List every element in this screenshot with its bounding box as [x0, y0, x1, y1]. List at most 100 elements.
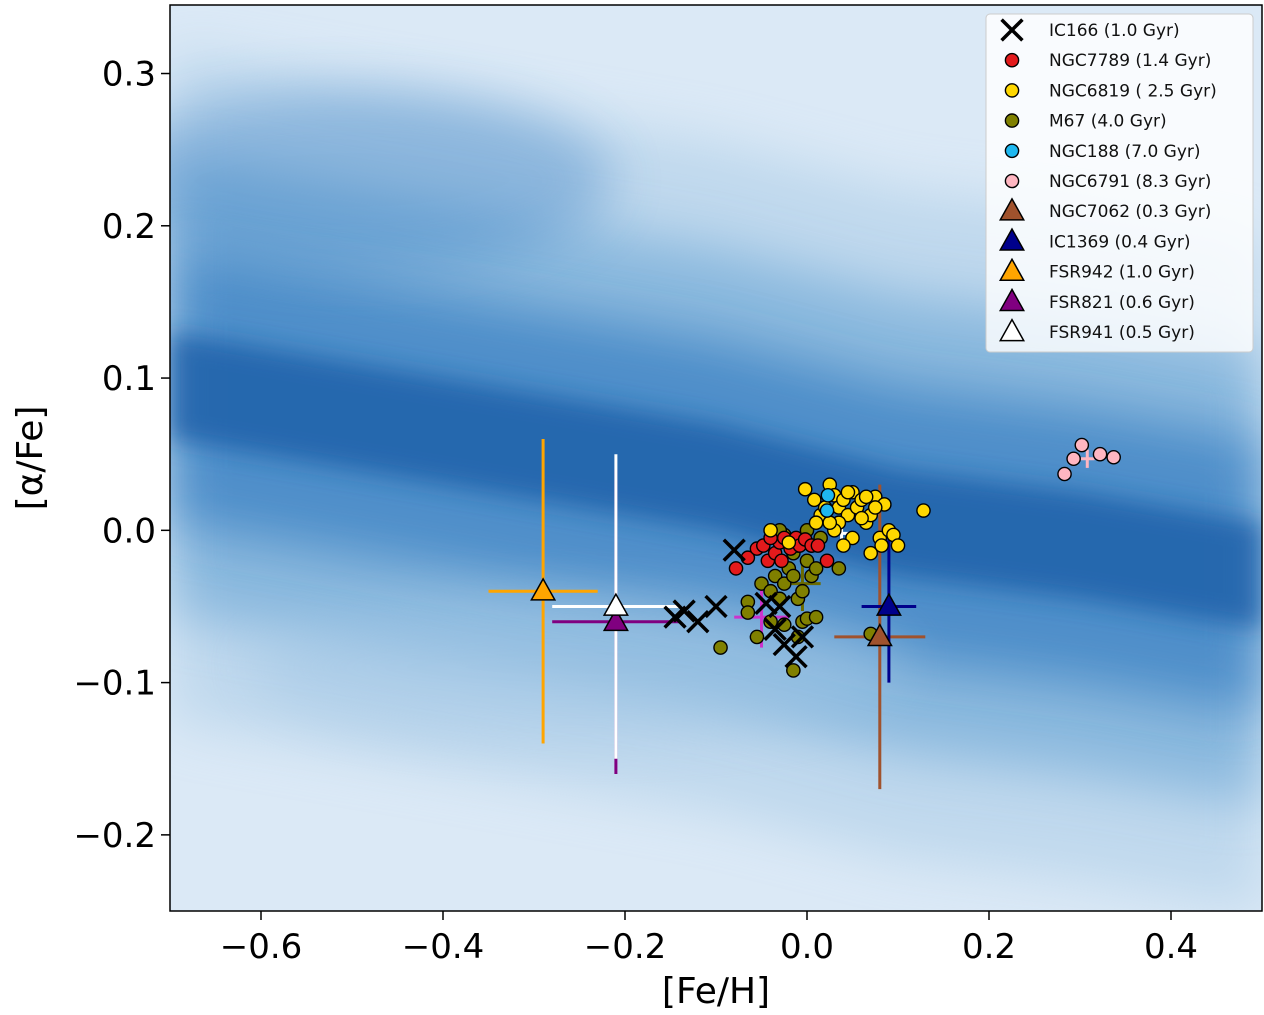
legend-marker — [1004, 52, 1020, 68]
density-upper-lobe — [170, 90, 612, 271]
data-point — [822, 515, 838, 531]
legend-label: NGC6819 ( 2.5 Gyr) — [1049, 81, 1217, 101]
data-point — [890, 538, 906, 553]
data-point — [740, 605, 756, 620]
data-point — [795, 583, 810, 599]
y-tick-label: −0.2 — [73, 816, 156, 856]
legend-item: NGC188 (7.0 Gyr) — [1004, 142, 1201, 162]
y-tick-label: 0.3 — [102, 55, 156, 95]
y-tick-label: 0.2 — [102, 207, 156, 247]
x-axis: −0.6 −0.4 −0.2 0.0 0.2 0.4 — [220, 911, 1198, 967]
data-point — [754, 591, 778, 616]
legend-item: FSR821 (0.6 Gyr) — [998, 287, 1195, 313]
data-point — [831, 561, 847, 576]
legend-label: NGC188 (7.0 Gyr) — [1049, 142, 1201, 162]
data-markers — [530, 437, 1121, 678]
data-point — [820, 488, 836, 503]
data-point — [867, 500, 883, 515]
legend: IC166 (1.0 Gyr) NGC7789 (1.4 Gyr) NGC6819 … — [985, 13, 1254, 353]
data-point — [819, 553, 835, 569]
data-point — [808, 515, 824, 531]
data-point — [854, 510, 869, 526]
legend-item: NGC7789 (1.4 Gyr) — [1004, 51, 1211, 71]
data-point — [806, 492, 822, 508]
legend-label: NGC6791 (8.3 Gyr) — [1049, 172, 1211, 192]
data-point — [728, 561, 744, 576]
legend-marker — [1004, 113, 1020, 128]
data-point — [774, 553, 789, 569]
legend-item: M67 (4.0 Gyr) — [1004, 112, 1167, 132]
legend-marker — [1004, 83, 1020, 98]
legend-label: IC1369 (0.4 Gyr) — [1049, 232, 1190, 252]
data-point — [819, 503, 835, 518]
x-tick-label: −0.6 — [220, 927, 303, 967]
legend-box — [985, 13, 1254, 353]
legend-label: FSR941 (0.5 Gyr) — [1049, 323, 1195, 343]
data-point — [810, 538, 826, 553]
data-point — [797, 481, 813, 497]
data-point — [840, 484, 856, 500]
data-point — [663, 605, 687, 629]
data-point — [713, 640, 728, 655]
legend-label: FSR821 (0.6 Gyr) — [1049, 293, 1195, 313]
legend-marker — [998, 197, 1026, 221]
legend-item: NGC6791 (8.3 Gyr) — [1004, 172, 1211, 192]
data-point — [1066, 451, 1081, 467]
x-tick-label: 0.4 — [1144, 927, 1198, 967]
x-axis-title: [Fe/H] — [662, 971, 770, 1011]
legend-marker — [998, 287, 1026, 312]
data-point — [704, 594, 728, 619]
y-axis-title: [α/Fe] — [10, 406, 51, 511]
data-point — [1057, 466, 1072, 482]
legend-item: NGC7062 (0.3 Gyr) — [998, 197, 1211, 222]
x-tick-label: 0.2 — [962, 927, 1016, 967]
legend-item: FSR942 (1.0 Gyr) — [998, 257, 1195, 283]
legend-item: FSR941 (0.5 Gyr) — [998, 318, 1195, 343]
x-tick-label: 0.0 — [780, 927, 834, 967]
legend-item: NGC6819 ( 2.5 Gyr) — [1004, 81, 1217, 101]
legend-marker — [998, 257, 1026, 281]
data-point — [808, 609, 824, 625]
x-tick-label: −0.4 — [402, 927, 485, 967]
data-point — [784, 645, 808, 669]
data-point — [768, 594, 792, 619]
legend-marker — [1004, 173, 1020, 189]
data-point — [786, 663, 801, 678]
data-point — [602, 592, 629, 616]
legend-label: NGC7789 (1.4 Gyr) — [1049, 51, 1211, 71]
data-point — [722, 538, 746, 562]
data-point — [530, 577, 557, 601]
data-point — [786, 568, 801, 584]
data-point — [763, 617, 787, 641]
legend-label: IC166 (1.0 Gyr) — [1049, 21, 1180, 41]
y-axis: −0.2 −0.1 0.0 0.1 0.2 0.3 — [73, 55, 170, 856]
y-tick-label: −0.1 — [73, 664, 156, 704]
legend-item: IC166 (1.0 Gyr) — [1000, 18, 1180, 42]
legend-item: IC1369 (0.4 Gyr) — [998, 227, 1190, 252]
y-tick-label: 0.1 — [102, 359, 156, 399]
data-point — [602, 607, 629, 632]
data-point — [763, 523, 778, 538]
density-lower-lobe — [249, 597, 910, 738]
legend-label: NGC7062 (0.3 Gyr) — [1049, 202, 1211, 222]
data-point — [790, 625, 815, 649]
data-point — [1106, 449, 1121, 465]
data-point — [808, 561, 824, 576]
density-core-band — [170, 332, 1262, 630]
data-point — [863, 545, 879, 561]
legend-marker — [998, 227, 1026, 251]
data-point — [749, 629, 765, 645]
legend-marker — [998, 318, 1026, 342]
data-point — [836, 538, 851, 553]
legend-label: M67 (4.0 Gyr) — [1049, 112, 1167, 132]
data-point — [858, 489, 874, 505]
legend-marker — [1000, 18, 1024, 42]
legend-marker — [1004, 143, 1020, 159]
plot-frame — [169, 4, 1263, 912]
data-point — [781, 535, 797, 550]
data-point — [874, 538, 889, 553]
data-point — [916, 503, 931, 518]
x-tick-label: −0.2 — [584, 927, 667, 967]
